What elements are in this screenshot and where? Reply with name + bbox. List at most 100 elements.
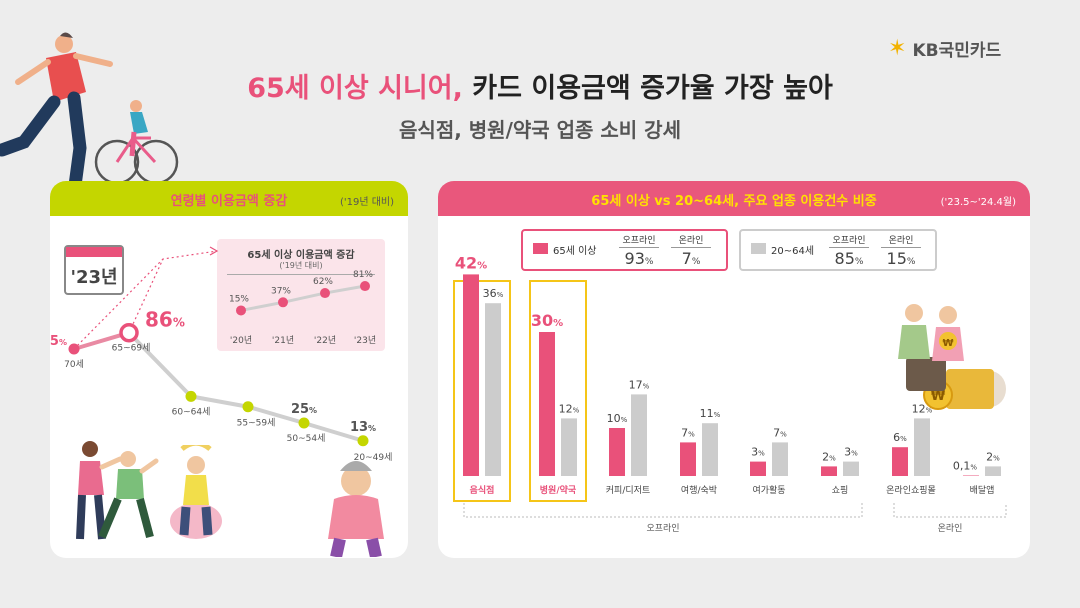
- bar-category-label: 병원/약국: [540, 484, 577, 496]
- age-spending-panel: 연령별 이용금액 증감 ('19년 대비) '23년 65세 이상 이용금액 증…: [50, 181, 408, 558]
- page-subtitle: 음식점, 병원/약국 업종 소비 강세: [399, 118, 681, 142]
- inset-value-label: 81%: [353, 270, 373, 280]
- age-point: [242, 401, 254, 413]
- age-value-label: 86%: [145, 308, 185, 332]
- stretching-couple-illustration: [76, 441, 159, 540]
- legend-senior: 65세 이상 오프라인 93% 온라인 7%: [521, 229, 728, 271]
- legend-adult-online: 온라인 15%: [881, 233, 921, 268]
- left-panel-title: 연령별 이용금액 증감: [170, 194, 288, 209]
- inset-category-label: '23년: [354, 335, 376, 346]
- bar: [821, 466, 837, 476]
- legend-percent: %: [644, 257, 654, 267]
- legend-senior-online-value: 7%: [671, 249, 711, 268]
- inset-line-chart: 15% '20년 37% '21년 62% '22년 81% '23년: [229, 270, 376, 346]
- age-category-label: 65~69세: [112, 343, 151, 354]
- bar-category-label: 배달앱: [970, 484, 995, 496]
- bar-value-label: 7%: [681, 426, 695, 439]
- legend-adult-online-number: 15: [886, 249, 907, 268]
- legend-senior-offline: 오프라인 93%: [619, 233, 659, 268]
- age-category-label: 60~64세: [172, 406, 211, 417]
- bar-category-label: 음식점: [470, 484, 495, 496]
- title-rest: 카드 이용금액 증가율 가장 높아: [462, 73, 833, 104]
- left-panel-header: 연령별 이용금액 증감 ('19년 대비): [50, 181, 408, 216]
- age-category-label: 70세: [64, 359, 84, 370]
- legend-adult-label: 20~64세: [771, 246, 815, 257]
- age-category-label: 50~54세: [287, 433, 326, 444]
- brand-name: KB국민카드: [912, 41, 1002, 61]
- bar-value-label: 30%: [531, 311, 563, 330]
- inset-divider: [227, 274, 375, 275]
- age-point-highlight: [119, 322, 139, 343]
- legend-adult-offline-number: 85: [834, 249, 855, 268]
- bar-value-label: 3%: [844, 446, 858, 459]
- svg-text:₩: ₩: [931, 389, 946, 404]
- bar: [702, 423, 718, 476]
- page-title: 65세 이상 시니어, 카드 이용금액 증가율 가장 높아: [0, 66, 1080, 105]
- inset-value-label: 62%: [313, 277, 333, 287]
- bar-category-label: 커피/디저트: [606, 485, 650, 496]
- bar-value-label: 12%: [912, 402, 933, 415]
- calendar-label: '23년: [70, 267, 118, 288]
- bar: [750, 461, 766, 476]
- right-panel-note: ('23.5~'24.4월): [940, 197, 1016, 208]
- inset-subtitle: ('19년 대비): [279, 261, 323, 270]
- age-line-segment: [302, 421, 365, 443]
- age-value-label: 13%: [350, 420, 376, 435]
- bar-value-label: 12%: [559, 402, 580, 415]
- kb-star-icon: ✶: [888, 36, 907, 61]
- age-value-label: 25%: [291, 402, 317, 417]
- walking-senior-illustration: [328, 461, 384, 557]
- right-panel-header: 65세 이상 vs 20~64세, 주요 업종 이용건수 비중 ('23.5~'…: [438, 181, 1030, 216]
- bar-value-label: 42%: [455, 253, 487, 272]
- bar-value-label: 2%: [986, 450, 1000, 463]
- bar-value-label: 11%: [700, 407, 721, 420]
- legend-adult-offline: 오프라인 85%: [829, 233, 869, 268]
- group-bracket-online: [893, 503, 1007, 518]
- connector-line: [73, 258, 164, 350]
- group-bracket-offline: [463, 503, 863, 518]
- bar-value-label: 2%: [822, 450, 836, 463]
- legend-adult-online-value: 15%: [881, 249, 921, 268]
- age-line-chart: 75% 86% 25% 13% 70세 65~69세 60~64세 55~59세 50~54세 2…: [50, 246, 393, 463]
- legend-percent: %: [854, 257, 864, 267]
- legend-senior-online-number: 7: [681, 249, 692, 268]
- bar-value-label: 7%: [773, 426, 787, 439]
- brand-logo: ✶ KB국민카드: [888, 36, 1001, 61]
- industry-share-panel: 65세 이상 vs 20~64세, 주요 업종 이용건수 비중 ('23.5~'…: [438, 181, 1030, 558]
- legend-senior-swatch: [533, 243, 548, 254]
- bar-category-label: 여행/숙박: [681, 484, 717, 496]
- inset-line: [240, 284, 366, 312]
- legend-online-header: 온라인: [881, 233, 921, 248]
- group-label-offline: 오프라인: [646, 523, 679, 534]
- left-panel-note: ('19년 대비): [339, 197, 394, 208]
- inset-value-label: 37%: [271, 286, 291, 296]
- bar: [914, 418, 930, 476]
- legend-adult-offline-value: 85%: [829, 249, 869, 268]
- bar-value-label: 3%: [751, 446, 765, 459]
- inset-title: 65세 이상 이용금액 증감: [247, 250, 355, 261]
- age-point: [298, 417, 310, 429]
- inset-category-label: '22년: [314, 335, 336, 346]
- inset-value-label: 15%: [229, 294, 249, 304]
- bar-category-label: 쇼핑: [832, 485, 849, 496]
- inset-point: [278, 297, 288, 308]
- bar-value-label: 36%: [483, 287, 504, 300]
- bar: [892, 447, 908, 476]
- bar: [680, 442, 696, 476]
- bar: [843, 461, 859, 476]
- age-category-label: 20~49세: [354, 452, 393, 463]
- group-label-online: 온라인: [938, 523, 963, 534]
- inset-point: [236, 305, 246, 316]
- bar: [631, 394, 647, 476]
- legend-senior-offline-number: 93: [624, 249, 645, 268]
- bar-category-label: 온라인쇼핑몰: [886, 485, 936, 496]
- calendar-top-bar: [66, 247, 122, 257]
- bar: [485, 303, 501, 476]
- age-line-segment: [189, 394, 250, 409]
- legend-senior-label: 65세 이상: [553, 246, 597, 257]
- age-point: [357, 435, 369, 447]
- inset-point: [320, 288, 330, 299]
- yoga-woman-illustration: [170, 445, 222, 539]
- bar: [772, 442, 788, 476]
- calendar-icon: '23년: [64, 245, 124, 295]
